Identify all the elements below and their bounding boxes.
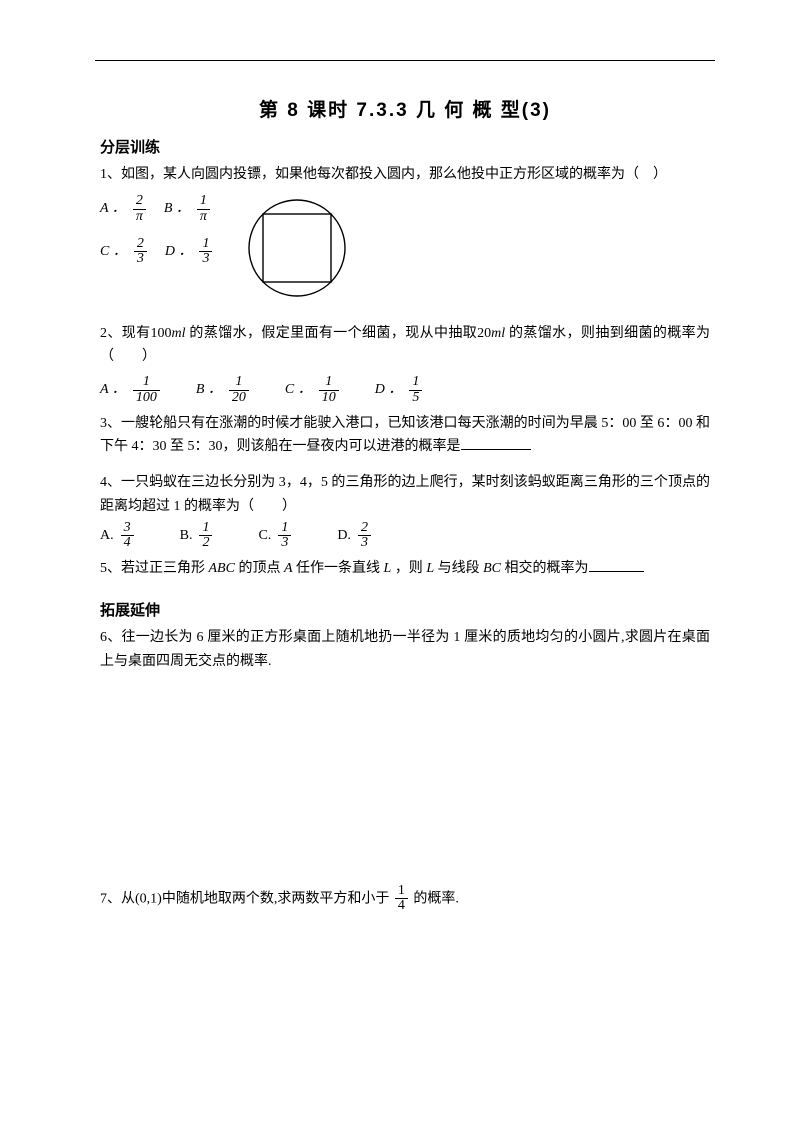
q4-A-den: 4: [121, 536, 134, 551]
q5-L2: L: [426, 561, 434, 576]
q1-figure: [242, 193, 352, 311]
q1-D-den: 3: [199, 252, 212, 267]
q5-ABC: ABC: [209, 561, 235, 576]
q4-B-den: 2: [199, 536, 212, 551]
q4-frac-C: 13: [278, 521, 291, 551]
q2-unit2: ml: [491, 326, 505, 341]
q2-vol1: 100: [151, 326, 172, 341]
q2-frac-D: 15: [409, 375, 422, 405]
q1-frac-A: 2π: [133, 194, 146, 224]
q4-text: 4、一只蚂蚁在三边长分别为 3，4，5 的三角形的边上爬行，某时刻该蚂蚁距离三角…: [100, 471, 710, 519]
q4-C-num: 1: [278, 521, 291, 537]
q4-B-num: 1: [199, 521, 212, 537]
q4-D-num: 2: [358, 521, 371, 537]
q1-B-num: 1: [197, 194, 210, 210]
q3-text: 3、一艘轮船只有在涨潮的时候才能驶入港口，已知该港口每天涨潮的时间为早晨 5：0…: [100, 412, 710, 460]
q4-frac-A: 34: [121, 521, 134, 551]
page-title: 第 8 课时 7.3.3 几 何 概 型(3): [100, 96, 710, 126]
q1-C-den: 3: [134, 252, 147, 267]
blank-space: [100, 674, 710, 884]
q4-frac-D: 23: [358, 521, 371, 551]
q2-A-den: 100: [133, 391, 160, 406]
q2-D-num: 1: [409, 375, 422, 391]
q5-b: 的顶点: [235, 561, 284, 576]
q2-D-den: 5: [409, 391, 422, 406]
q3-body: 3、一艘轮船只有在涨潮的时候才能驶入港口，已知该港口每天涨潮的时间为早晨 5：0…: [100, 416, 710, 455]
q2-B-den: 20: [229, 391, 249, 406]
q2-C-num: 1: [319, 375, 339, 391]
q7-a: 7、从(0,1)中随机地取两个数,求两数平方和小于: [100, 891, 393, 906]
section-head-2: 拓展延伸: [100, 599, 710, 623]
q2-opt-A: A ．: [100, 379, 126, 401]
q2-vol2: 20: [477, 326, 491, 341]
q4-frac-B: 12: [199, 521, 212, 551]
q2-frac-C: 110: [319, 375, 339, 405]
section-head-1: 分层训练: [100, 136, 710, 160]
q1-A-den: π: [133, 210, 146, 225]
q2-text: 2、现有100ml 的蒸馏水，假定里面有一个细菌，现从中抽取20ml 的蒸馏水，…: [100, 322, 710, 370]
q4-opt-B: B.: [180, 525, 193, 547]
q2-a: 2、现有: [100, 326, 151, 341]
q4-A-num: 3: [121, 521, 134, 537]
gap2: [100, 581, 710, 593]
q3-blank: [461, 436, 531, 450]
q1-opt-C: C ．: [100, 241, 127, 263]
q1-opt-B: B ．: [164, 198, 190, 220]
q1-opt-A: A ．: [100, 198, 126, 220]
circle-square-icon: [242, 193, 352, 303]
q1-A-num: 2: [133, 194, 146, 210]
q4-D-den: 3: [358, 536, 371, 551]
q2-options: A ． 1100 B ． 120 C ． 110 D ． 15: [100, 375, 710, 405]
q2-A-num: 1: [133, 375, 160, 391]
q2-frac-B: 120: [229, 375, 249, 405]
q4-C-den: 3: [278, 536, 291, 551]
q1-B-den: π: [197, 210, 210, 225]
q4-opt-D: D.: [337, 525, 351, 547]
q1-body: A ． 2π B ． 1π C ． 23 D ． 13: [100, 191, 710, 311]
q5-c: 任作一条直线: [293, 561, 384, 576]
q2-frac-A: 1100: [133, 375, 160, 405]
q7-den: 4: [395, 899, 408, 914]
q1-row2: C ． 23 D ． 13: [100, 237, 214, 267]
q2-B-num: 1: [229, 375, 249, 391]
q1-frac-D: 13: [199, 237, 212, 267]
q7-frac: 14: [395, 884, 408, 914]
q5-d: ，则: [391, 561, 426, 576]
gap: [100, 459, 710, 471]
q5-e: 与线段: [434, 561, 483, 576]
q1-text: 1、如图，某人向圆内投镖，如果他每次都投入圆内，那么他投中正方形区域的概率为（ …: [100, 163, 710, 187]
q1-C-num: 2: [134, 237, 147, 253]
q4-options: A. 34 B. 12 C. 13 D. 23: [100, 521, 710, 551]
q5-blank: [589, 558, 644, 572]
q4-opt-A: A.: [100, 525, 114, 547]
q1-frac-B: 1π: [197, 194, 210, 224]
q2-opt-B: B ．: [196, 379, 222, 401]
q7-num: 1: [395, 884, 408, 900]
q1-options: A ． 2π B ． 1π C ． 23 D ． 13: [100, 191, 214, 270]
q2-C-den: 10: [319, 391, 339, 406]
q2-opt-D: D ．: [375, 379, 403, 401]
q1-D-num: 1: [199, 237, 212, 253]
q2-opt-C: C ．: [285, 379, 312, 401]
top-rule: [95, 60, 715, 61]
q7-text: 7、从(0,1)中随机地取两个数,求两数平方和小于 14 的概率.: [100, 884, 710, 914]
q4-opt-C: C.: [258, 525, 271, 547]
q1-frac-C: 23: [134, 237, 147, 267]
q5-BC: BC: [483, 561, 501, 576]
q1-opt-D: D ．: [165, 241, 193, 263]
q2-b: 的蒸馏水，假定里面有一个细菌，现从中抽取: [186, 326, 478, 341]
q5-text: 5、若过正三角形 ABC 的顶点 A 任作一条直线 L ，则 L 与线段 BC …: [100, 557, 710, 581]
q7-b: 的概率.: [410, 891, 459, 906]
q5-A: A: [284, 561, 293, 576]
q6-text: 6、往一边长为 6 厘米的正方形桌面上随机地扔一半径为 1 厘米的质地均匀的小圆…: [100, 626, 710, 674]
q5-a: 5、若过正三角形: [100, 561, 209, 576]
q1-row1: A ． 2π B ． 1π: [100, 194, 214, 224]
q5-f: 相交的概率为: [501, 561, 589, 576]
q2-unit1: ml: [172, 326, 186, 341]
